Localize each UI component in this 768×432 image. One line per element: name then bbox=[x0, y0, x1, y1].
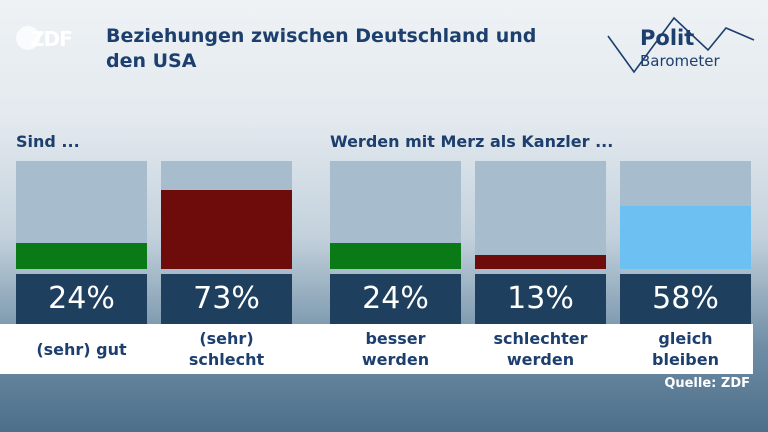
category-label-band bbox=[0, 324, 753, 374]
zdf-logo-text: ZDF bbox=[30, 27, 73, 51]
category-label-text-1: (sehr) gut bbox=[36, 339, 127, 359]
bar-4 bbox=[475, 161, 606, 269]
category-label-2: (sehr) schlecht bbox=[161, 326, 292, 372]
bar-5 bbox=[620, 161, 751, 269]
category-label-text-4: schlechter werden bbox=[493, 329, 588, 369]
value-label-5: 58% bbox=[620, 274, 751, 324]
category-label-text-5: gleich bleiben bbox=[652, 329, 719, 369]
bar-fill-1 bbox=[16, 243, 147, 269]
politbarometer-word-polit: Polit bbox=[640, 26, 695, 50]
bar-1 bbox=[16, 161, 147, 269]
bar-fill-5 bbox=[620, 206, 751, 269]
bar-fill-3 bbox=[330, 243, 461, 269]
zdf-logo: ZDF bbox=[16, 24, 78, 52]
category-label-text-3: besser werden bbox=[361, 329, 430, 369]
chart-title: Beziehungen zwischen Deutschland und den… bbox=[106, 25, 537, 72]
value-label-1: 24% bbox=[16, 274, 147, 324]
value-label-3: 24% bbox=[330, 274, 461, 324]
bar-3 bbox=[330, 161, 461, 269]
politbarometer-word-barometer: Barometer bbox=[640, 52, 720, 70]
value-label-4: 13% bbox=[475, 274, 606, 324]
category-label-4: schlechter werden bbox=[475, 326, 606, 372]
politbarometer-zigzag-icon bbox=[607, 16, 755, 74]
group-label-current: Sind ... bbox=[16, 132, 80, 151]
politbarometer-logo: Polit Barometer bbox=[604, 14, 758, 76]
value-label-2: 73% bbox=[161, 274, 292, 324]
bar-2 bbox=[161, 161, 292, 269]
category-label-3: besser werden bbox=[330, 326, 461, 372]
category-label-text-2: (sehr) schlecht bbox=[188, 329, 265, 369]
category-label-5: gleich bleiben bbox=[620, 326, 751, 372]
bar-fill-2 bbox=[161, 190, 292, 269]
group-label-future: Werden mit Merz als Kanzler ... bbox=[330, 132, 614, 151]
source-note: Quelle: ZDF bbox=[664, 376, 750, 391]
category-label-1: (sehr) gut bbox=[16, 326, 147, 372]
zdf-logo-circle-icon bbox=[16, 26, 40, 50]
bar-fill-4 bbox=[475, 254, 606, 269]
